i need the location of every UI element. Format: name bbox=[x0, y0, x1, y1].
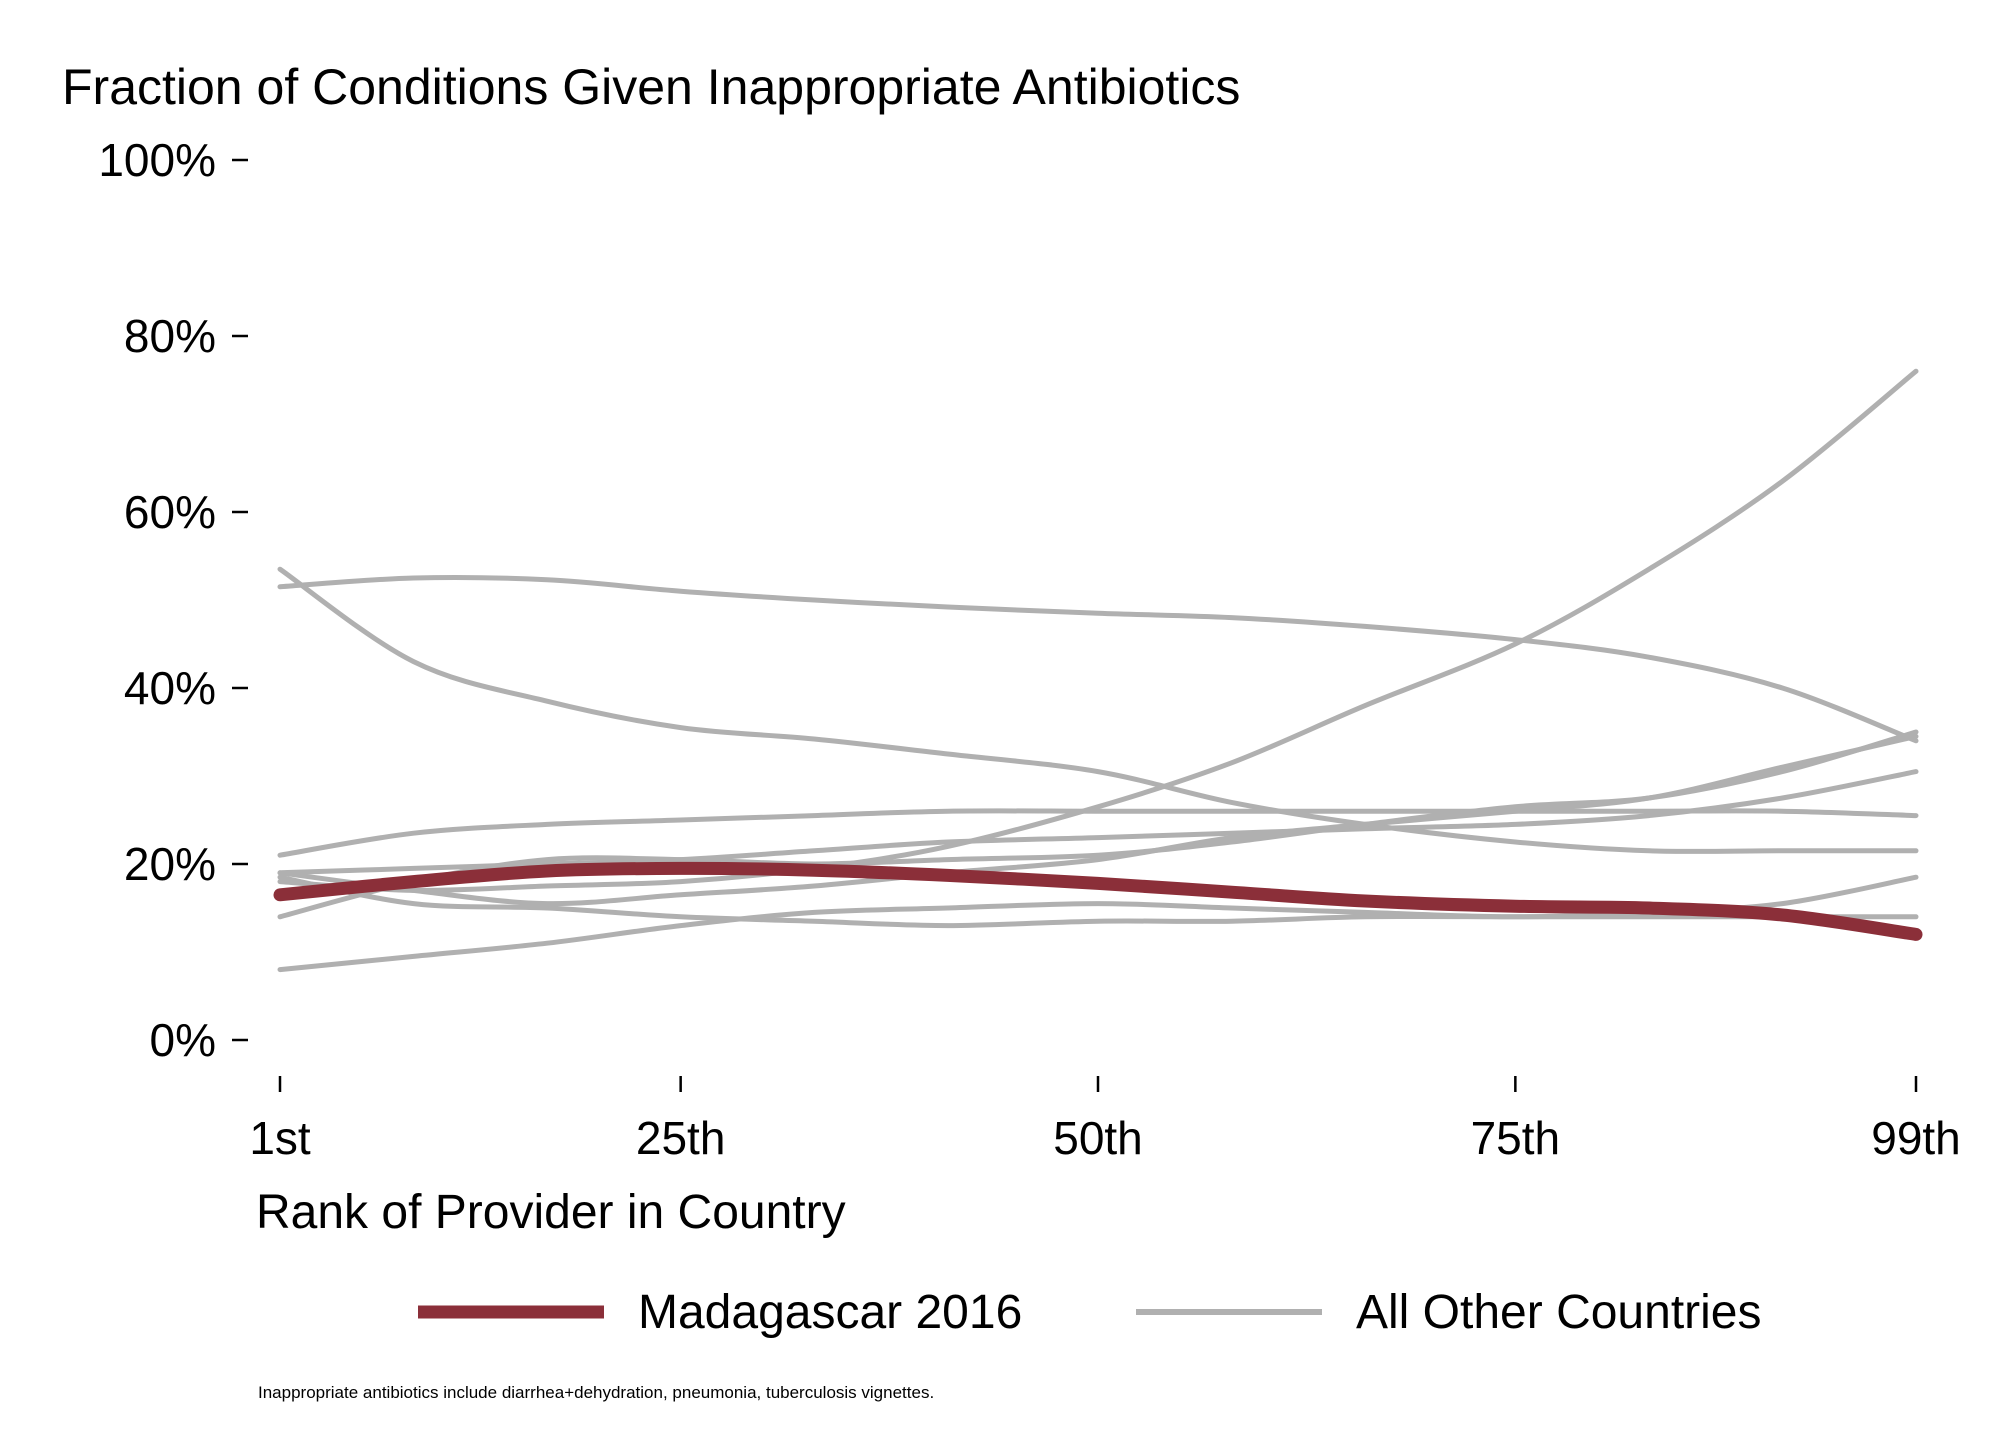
x-axis: 1st 25th 50th 75th 99th bbox=[249, 1076, 1961, 1164]
series-line-other-country-e bbox=[277, 769, 1919, 876]
x-tick-label: 25th bbox=[636, 1112, 726, 1164]
series-line-other-country-a bbox=[277, 574, 1919, 744]
y-tick-label: 60% bbox=[124, 486, 216, 538]
series-line-madagascar-2016 bbox=[273, 861, 1923, 941]
chart-title: Fraction of Conditions Given Inappropria… bbox=[62, 59, 1240, 115]
legend-label-other-countries: All Other Countries bbox=[1356, 1286, 1762, 1339]
x-tick-label: 99th bbox=[1871, 1112, 1961, 1164]
series-line-other-country-d bbox=[277, 808, 1919, 858]
y-tick-label: 40% bbox=[124, 662, 216, 714]
footnote: Inappropriate antibiotics include diarrh… bbox=[258, 1383, 934, 1402]
series-line-other-country-c bbox=[277, 368, 1919, 893]
y-tick-label: 20% bbox=[124, 838, 216, 890]
y-axis: 0% 20% 40% 60% 80% 100% bbox=[98, 134, 248, 1066]
series-line-other-country-b bbox=[277, 566, 1919, 854]
series-layer bbox=[273, 368, 1923, 973]
y-tick-label: 80% bbox=[124, 310, 216, 362]
legend: Madagascar 2016 All Other Countries bbox=[418, 1286, 1762, 1339]
y-tick-label: 0% bbox=[150, 1014, 216, 1066]
x-tick-label: 1st bbox=[249, 1112, 311, 1164]
x-tick-label: 50th bbox=[1053, 1112, 1143, 1164]
x-tick-label: 75th bbox=[1471, 1112, 1561, 1164]
y-tick-label: 100% bbox=[98, 134, 216, 186]
x-axis-label: Rank of Provider in Country bbox=[256, 1186, 846, 1239]
series-line-other-country-g bbox=[277, 733, 1919, 907]
series-line-other-country-h bbox=[277, 874, 1919, 929]
legend-label-madagascar: Madagascar 2016 bbox=[638, 1286, 1022, 1339]
